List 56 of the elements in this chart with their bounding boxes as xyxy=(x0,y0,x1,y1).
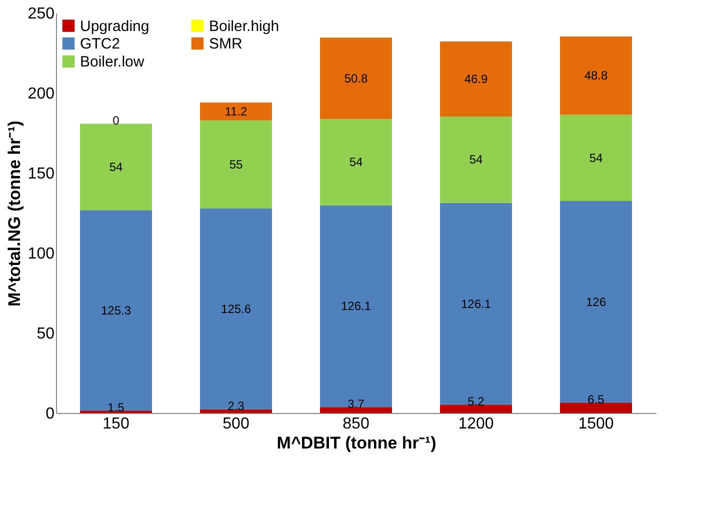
data-label: 126.1 xyxy=(460,296,492,311)
data-label: 5.2 xyxy=(468,394,485,408)
bar xyxy=(200,208,272,410)
legend-label: Upgrading xyxy=(80,18,150,35)
bar xyxy=(320,38,392,119)
bar xyxy=(560,114,632,201)
bar xyxy=(440,116,512,203)
bar xyxy=(560,201,632,403)
legend-label: SMR xyxy=(209,36,242,52)
data-label: 1.5 xyxy=(108,400,125,414)
bar xyxy=(80,210,152,411)
y-axis-title: M^total.NG (tonne hr⁻¹) xyxy=(4,120,24,306)
legend-label: Boiler.low xyxy=(80,54,144,70)
x-axis-title: M^DBIT (tonne hr⁻¹) xyxy=(276,434,436,452)
bar xyxy=(80,124,152,210)
data-label: 54 xyxy=(349,155,363,170)
y-tick-label: 100 xyxy=(28,246,55,262)
bar xyxy=(200,102,272,120)
bar xyxy=(200,120,272,208)
data-label: 126 xyxy=(586,294,606,309)
y-tick-label: 200 xyxy=(28,86,55,102)
data-label: 126.1 xyxy=(340,299,372,314)
data-label: 6.5 xyxy=(588,392,605,406)
bar xyxy=(560,402,632,413)
bar xyxy=(560,36,632,115)
x-tick-label: 500 xyxy=(222,416,250,432)
data-label: 2.3 xyxy=(228,399,245,414)
y-tick-label: 50 xyxy=(36,326,55,342)
data-label: 48.8 xyxy=(584,68,608,83)
data-label: 54 xyxy=(589,150,603,165)
data-label: 3.7 xyxy=(348,396,365,411)
x-tick-label: 1200 xyxy=(458,416,494,432)
data-label: 50.8 xyxy=(344,71,368,86)
data-label: 54 xyxy=(109,160,123,174)
legend-label: GTC2 xyxy=(80,36,120,52)
x-tick-label: 850 xyxy=(342,416,370,432)
x-tick-label: 1500 xyxy=(578,416,614,432)
data-label: 11.2 xyxy=(224,104,248,118)
x-tick-label: 150 xyxy=(102,416,130,432)
bar xyxy=(440,404,512,413)
bar xyxy=(200,409,272,413)
bar xyxy=(440,41,512,117)
data-label: 46.9 xyxy=(464,72,488,86)
bar xyxy=(320,205,392,408)
data-label: 55 xyxy=(229,157,243,172)
y-tick-label: 150 xyxy=(28,166,55,182)
bar xyxy=(320,118,392,206)
data-label: 54 xyxy=(469,152,483,167)
bar xyxy=(320,407,392,413)
data-label: 125.6 xyxy=(220,302,252,316)
legend-label: Boiler.high xyxy=(209,18,280,35)
data-label: 0 xyxy=(112,114,120,128)
bar xyxy=(440,202,512,405)
y-tick-label: 250 xyxy=(28,6,55,22)
y-tick-label: 0 xyxy=(46,406,55,422)
data-label: 125.3 xyxy=(100,303,132,318)
